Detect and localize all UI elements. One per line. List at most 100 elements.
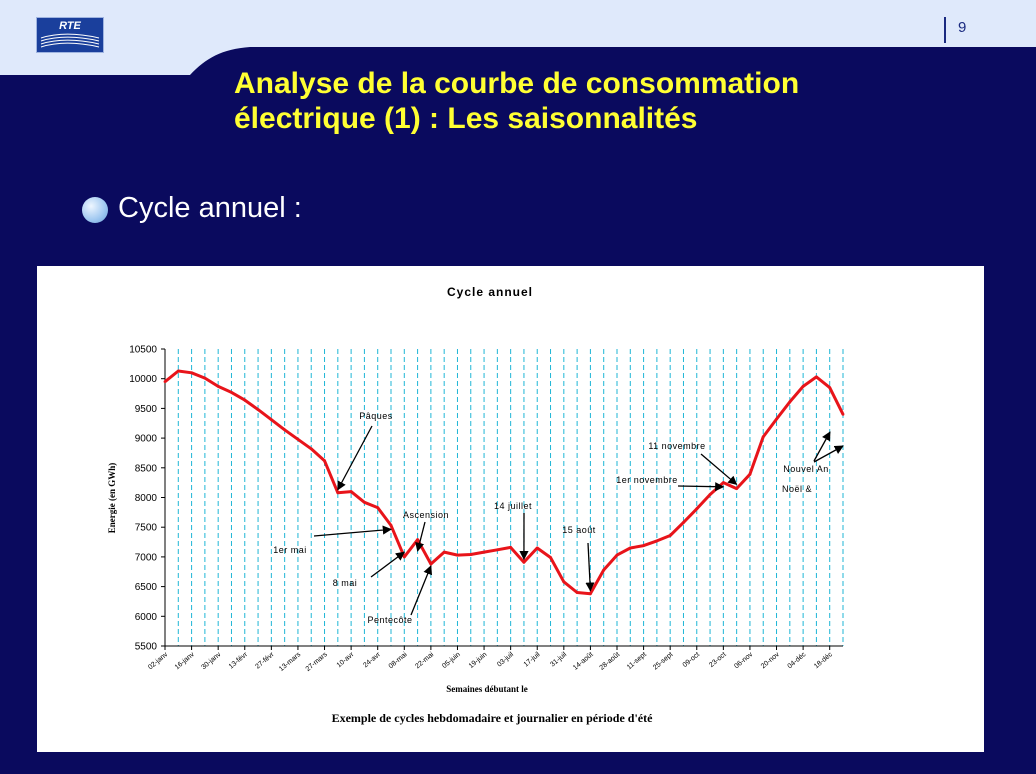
bullet-text: Cycle annuel :: [118, 192, 302, 224]
page-number: 9: [944, 17, 974, 43]
logo-wave-icon: [40, 33, 100, 48]
x-tick-label: 25-sept: [652, 651, 674, 671]
data-point: [509, 545, 513, 549]
data-point: [575, 591, 579, 594]
annotation-label: 15 août: [562, 525, 596, 535]
data-point: [748, 472, 752, 476]
annotation-arrow: [585, 542, 595, 592]
data-point: [190, 371, 193, 375]
data-point: [788, 400, 792, 404]
y-tick-label: 7000: [135, 552, 158, 563]
data-point: [482, 550, 486, 554]
data-point: [389, 524, 393, 527]
data-point: [815, 375, 818, 379]
data-point: [336, 491, 340, 495]
annotation-label: 1er mai: [273, 545, 307, 555]
annotation-arrow: [813, 445, 844, 463]
data-point: [416, 538, 419, 542]
y-tick-label: 10500: [129, 345, 157, 356]
annotation-arrow: [410, 565, 433, 616]
x-tick-label: 02-janv: [147, 651, 169, 671]
annotation-label: Noël &: [782, 484, 812, 494]
data-point: [682, 521, 685, 524]
x-tick-label: 06-nov: [733, 651, 754, 670]
x-tick-label: 11-sept: [626, 651, 648, 671]
data-point: [602, 568, 606, 572]
slide-title-line-1: Analyse de la courbe de consommation: [234, 67, 800, 100]
data-point: [203, 376, 207, 380]
annotation-label: Pentecôte: [367, 615, 412, 625]
y-tick-label: 5500: [135, 642, 158, 653]
data-point: [761, 435, 765, 439]
data-point: [442, 550, 446, 554]
data-point: [668, 534, 672, 537]
x-tick-label: 09-oct: [682, 651, 701, 669]
data-point: [163, 380, 167, 384]
annotation-label: Ascension: [403, 510, 449, 520]
data-point: [243, 398, 247, 402]
data-point: [402, 555, 406, 559]
annotation-label: Pâques: [359, 411, 393, 421]
data-point: [376, 506, 380, 509]
data-point: [655, 539, 659, 543]
data-point: [283, 428, 287, 432]
data-point: [469, 553, 473, 556]
data-point: [775, 417, 778, 421]
series-line: [164, 369, 845, 596]
annotation-label: 1er novembre: [616, 475, 678, 485]
y-axis-label: Energie (en GWh): [107, 463, 117, 534]
x-tick-label: 19-juin: [468, 651, 489, 670]
annotation-label: 11 novembre: [648, 441, 705, 451]
y-tick-label: 8500: [135, 463, 158, 474]
annotation-label: 14 juillet: [494, 501, 532, 511]
data-point: [363, 500, 366, 504]
y-tick-label: 7500: [135, 523, 158, 534]
data-point: [562, 580, 566, 584]
x-tick-label: 17-juil: [523, 651, 542, 669]
x-axis-label: Semaines débutant le: [446, 684, 528, 694]
line-chart: 5500 6000 6500 7000 7500 8000 8500 9000 9500 1000…: [107, 285, 845, 725]
annotation-arrow: [313, 525, 392, 537]
slide-title-line-2: électrique (1) : Les saisonnalités: [234, 102, 698, 135]
data-point: [708, 493, 712, 496]
data-point: [615, 553, 619, 557]
data-point: [841, 412, 845, 416]
data-point: [323, 459, 326, 463]
rte-logo-text: RTE: [59, 20, 81, 32]
slide-title: Analyse de la courbe de consommation éle…: [234, 66, 994, 136]
x-tick-label: 30-janv: [200, 651, 222, 671]
data-point: [642, 544, 645, 548]
bullet-dot-icon: [82, 197, 108, 223]
data-point: [628, 546, 632, 550]
x-tick-label: 13-mars: [278, 651, 303, 673]
y-tick-label: 8000: [135, 493, 158, 504]
header-band: [0, 0, 1036, 75]
data-point: [522, 560, 526, 564]
y-tick-label: 6000: [135, 612, 158, 623]
x-tick-label: 13-févr: [228, 651, 250, 671]
y-tick-label: 10000: [129, 374, 157, 385]
annotation-arrow: [415, 521, 426, 552]
data-point: [589, 592, 592, 596]
data-point: [429, 562, 433, 566]
data-point: [735, 487, 739, 490]
x-tick-label: 14-août: [572, 651, 595, 672]
x-tick-label: 31-juil: [549, 651, 568, 669]
x-tick-label: 23-oct: [708, 651, 727, 669]
data-point: [269, 418, 273, 422]
annotation-arrow: [677, 482, 725, 492]
data-point: [695, 507, 699, 511]
annotation-label: Nouvel An: [783, 464, 829, 474]
data-point: [256, 408, 260, 411]
data-point: [801, 385, 805, 388]
data-point: [828, 386, 832, 390]
data-point: [216, 385, 220, 388]
data-point: [721, 481, 725, 485]
chart-panel: 5500 6000 6500 7000 7500 8000 8500 9000 9500 1000…: [37, 266, 984, 752]
rte-logo: RTE: [36, 17, 104, 53]
annotation-arrow: [370, 551, 406, 578]
data-point: [349, 490, 353, 493]
x-tick-label: 08-mai: [388, 651, 409, 670]
x-tick-label: 24-avr: [362, 651, 382, 670]
data-point: [549, 556, 552, 559]
